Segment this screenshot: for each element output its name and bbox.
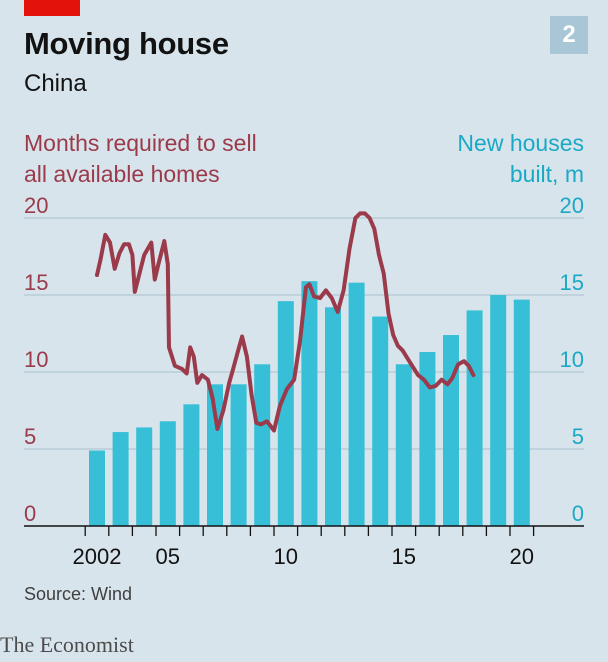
line-series [95, 211, 476, 433]
publisher-logo: The Economist [0, 632, 134, 657]
bar [419, 351, 436, 526]
bar [136, 427, 153, 526]
right-axis-label-line-2: built, m [509, 161, 584, 187]
left-axis-label: Months required to sell all available ho… [24, 128, 257, 190]
chart-number-badge: 2 [550, 16, 588, 54]
bar [348, 282, 365, 526]
left-axis-label-line-1: Months required to sell [24, 130, 257, 156]
bar [183, 404, 200, 526]
y-tick-left: 10 [24, 347, 48, 372]
y-tick-right: 0 [572, 501, 584, 526]
x-tick-label: 2002 [73, 544, 122, 569]
right-axis-label: New houses built, m [457, 128, 584, 190]
bar [254, 364, 271, 526]
bar [230, 384, 247, 526]
bar [325, 307, 341, 526]
x-axis: 2002 05 10 15 20 [24, 525, 584, 569]
chart-title: Moving house [24, 26, 229, 61]
bar-series [89, 281, 530, 526]
bar [89, 450, 105, 526]
y-tick-left: 15 [24, 270, 48, 295]
right-axis-label-line-1: New houses [457, 130, 584, 156]
bar [159, 421, 176, 526]
x-tick-label: 10 [274, 544, 298, 569]
chart-subtitle: China [24, 70, 87, 97]
x-tick-label: 20 [510, 544, 534, 569]
y-tick-labels: 20 20 15 15 10 10 5 5 0 0 [24, 193, 584, 526]
bar [277, 301, 294, 526]
bar [513, 299, 530, 526]
y-tick-right: 5 [572, 424, 584, 449]
bar [301, 281, 318, 526]
y-tick-left: 0 [24, 501, 36, 526]
y-tick-right: 10 [560, 347, 584, 372]
bar [372, 316, 389, 526]
y-tick-left: 20 [24, 193, 48, 218]
line-path [95, 211, 476, 433]
bar [466, 310, 483, 526]
bar [112, 432, 129, 526]
bar [395, 364, 412, 526]
x-tick-label: 15 [392, 544, 416, 569]
y-tick-right: 15 [560, 270, 584, 295]
brand-red-bar [24, 0, 80, 16]
bar [490, 295, 507, 526]
y-tick-left: 5 [24, 424, 36, 449]
y-tick-right: 20 [560, 193, 584, 218]
left-axis-label-line-2: all available homes [24, 161, 220, 187]
source-note: Source: Wind [24, 584, 133, 604]
x-tick-label: 05 [156, 544, 180, 569]
